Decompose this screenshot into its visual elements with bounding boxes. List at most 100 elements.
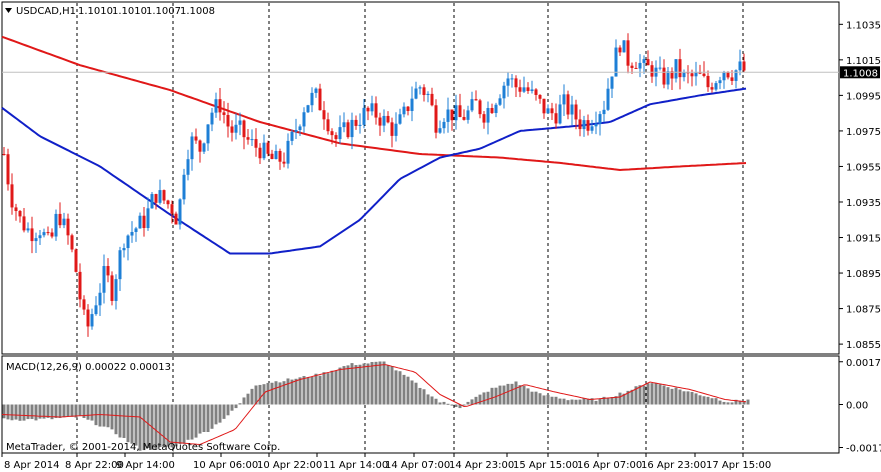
candle [30, 216, 34, 254]
candle-body [662, 67, 666, 85]
candle-body [98, 292, 102, 306]
candle [2, 147, 6, 156]
triangle-down-icon[interactable] [5, 8, 12, 13]
price-pane[interactable]: 1.1035 1.1015 1.0995 1.0975 1.0955 1.0935 1.09… [1, 1, 881, 355]
candle [258, 143, 262, 165]
macd-bar [22, 404, 26, 421]
candle [226, 102, 230, 138]
macd-bar [358, 364, 362, 405]
price-tick-label: 1.0915 [846, 234, 881, 245]
macd-bar [734, 399, 738, 405]
candle-body [318, 88, 322, 111]
price-tick-label: 1.0995 [846, 91, 881, 102]
candle [462, 109, 466, 121]
candle-body [566, 94, 570, 115]
candle [518, 79, 522, 98]
candle [530, 80, 534, 94]
candle [426, 91, 430, 103]
candle-body [2, 154, 6, 156]
candle-body [494, 104, 498, 114]
candle [470, 91, 474, 113]
candle [138, 212, 142, 229]
candle-body [498, 98, 502, 105]
candle-body [10, 184, 14, 208]
candle-body [282, 161, 286, 164]
macd-bar [738, 400, 742, 405]
candle-body [458, 105, 462, 117]
macd-bar [402, 374, 406, 405]
candle-body [274, 150, 278, 160]
candle [18, 210, 22, 223]
candle-body [478, 100, 482, 115]
macd-signal-line [1, 364, 747, 446]
candle [342, 112, 346, 133]
candle [262, 134, 266, 161]
current-price-text: 1.1008 [843, 68, 878, 79]
macd-tick-label: -0.00172 [846, 444, 881, 455]
time-label: 11 Apr 14:00 [323, 460, 388, 471]
candle-body [254, 139, 258, 148]
candle-body [502, 85, 506, 99]
candle-body [82, 299, 86, 310]
candle [210, 107, 214, 132]
candle [218, 87, 222, 121]
candle [478, 98, 482, 119]
candle [214, 92, 218, 118]
macd-bar [730, 402, 734, 405]
macd-pane[interactable]: 0.00171 0.00 -0.00172 MACD(12,26,9) 0.0002… [1, 355, 881, 455]
macd-bar [570, 399, 574, 405]
candle-body [594, 123, 598, 127]
candle [378, 112, 382, 136]
ohlc-high: 1.1010 [112, 6, 147, 17]
candle-body [738, 61, 742, 71]
macd-bar [598, 398, 602, 405]
candle-body [534, 89, 538, 95]
macd-bar [210, 404, 214, 429]
macd-bar [38, 404, 42, 419]
candle-body [310, 92, 314, 106]
candle [506, 72, 510, 97]
candle-body [14, 207, 18, 211]
candle-body [186, 159, 190, 175]
candle [494, 102, 498, 118]
candle [94, 296, 98, 316]
macd-bar [434, 398, 438, 405]
ohlc-open: 1.1010 [78, 6, 113, 17]
candle-body [390, 122, 394, 136]
macd-bar [282, 381, 286, 405]
candle-body [114, 279, 118, 301]
symbol-label: USDCAD,H1 [16, 6, 76, 17]
macd-bar [70, 404, 74, 417]
candle-body [622, 40, 626, 53]
macd-bar [470, 399, 474, 405]
candle [34, 232, 38, 253]
candle-body [338, 127, 342, 140]
candle-body [742, 61, 746, 71]
macd-bar [546, 394, 550, 405]
price-axis: 1.1035 1.1015 1.0995 1.0975 1.0955 1.0935 1.09… [839, 20, 881, 351]
candle [658, 56, 662, 71]
macd-bar [634, 386, 638, 405]
candle [170, 200, 174, 224]
macd-bar [514, 381, 518, 405]
macd-bar [82, 404, 86, 418]
candle [370, 95, 374, 116]
candle-body [70, 235, 74, 250]
candle-body [690, 73, 694, 77]
ma-slow-line [1, 35, 747, 172]
macd-bar [482, 392, 486, 405]
macd-bar [86, 404, 90, 420]
candle [474, 90, 478, 101]
macd-bar [426, 394, 430, 405]
ohlc-close: 1.1008 [180, 6, 215, 17]
macd-bar [242, 397, 246, 405]
macd-bar [462, 404, 466, 406]
candle-body [734, 70, 738, 81]
macd-header: MACD(12,26,9) 0.00022 0.00013 [6, 362, 171, 373]
macd-bar [686, 391, 690, 405]
candle-body [294, 130, 298, 132]
candle [318, 83, 322, 111]
macd-bar [238, 403, 242, 405]
candle [466, 105, 470, 124]
